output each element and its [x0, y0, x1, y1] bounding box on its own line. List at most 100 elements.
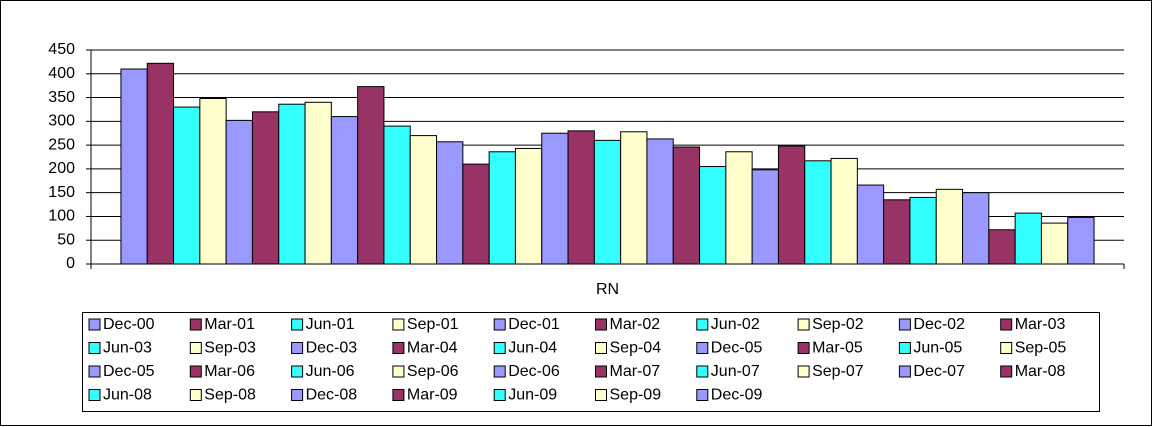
- bar: [883, 199, 911, 265]
- bar: [962, 192, 990, 265]
- bar: [330, 116, 359, 265]
- bar: [751, 169, 779, 265]
- legend-swatch: [696, 389, 709, 401]
- legend-label: Jun-09: [508, 387, 557, 404]
- legend-swatch: [493, 342, 506, 354]
- bar: [593, 139, 622, 265]
- bar: [514, 147, 543, 265]
- bar: [1014, 212, 1042, 265]
- y-tick-label: 450: [48, 41, 75, 58]
- legend-label: Mar-04: [407, 340, 458, 357]
- legend-swatch: [189, 365, 202, 378]
- legend-swatch: [291, 365, 304, 378]
- y-tick-label: 200: [48, 160, 75, 177]
- legend-swatch: [898, 365, 911, 378]
- legend-swatch: [189, 342, 202, 354]
- y-tick-label: 300: [48, 113, 75, 130]
- legend-swatch: [493, 365, 506, 378]
- legend-swatch: [898, 342, 911, 354]
- bar: [199, 98, 227, 265]
- bar: [488, 151, 516, 265]
- legend-label: Jun-08: [103, 387, 152, 404]
- bar: [357, 86, 385, 265]
- bar: [935, 188, 964, 265]
- legend-label: Sep-05: [1015, 340, 1067, 357]
- legend-label: Mar-08: [1015, 363, 1066, 380]
- legend-label: Mar-06: [204, 363, 255, 380]
- bar: [1067, 216, 1095, 265]
- legend-swatch: [291, 342, 304, 354]
- bar: [672, 146, 701, 265]
- legend-swatch: [88, 342, 101, 354]
- legend-label: Sep-07: [812, 363, 864, 380]
- legend-swatch: [493, 318, 506, 331]
- legend-label: Sep-08: [204, 387, 256, 404]
- legend-label: Jun-04: [508, 340, 557, 357]
- legend-swatch: [88, 389, 101, 401]
- bar: [173, 106, 201, 265]
- legend-label: Sep-01: [407, 316, 459, 333]
- bar: [1040, 222, 1069, 265]
- legend-label: Mar-05: [812, 340, 863, 357]
- legend-label: Jun-06: [306, 363, 355, 380]
- legend-swatch: [189, 318, 202, 331]
- legend-swatch: [1000, 318, 1013, 331]
- legend-label: Sep-06: [407, 363, 459, 380]
- bar: [699, 166, 727, 265]
- legend-label: Dec-03: [306, 340, 358, 357]
- legend-swatch: [493, 389, 506, 401]
- bar: [251, 111, 280, 265]
- bar: [409, 135, 438, 265]
- legend-label: Mar-09: [407, 387, 458, 404]
- legend-swatch: [291, 389, 304, 401]
- legend-label: Dec-08: [306, 387, 358, 404]
- y-tick-label: 250: [48, 136, 75, 153]
- legend-label: Sep-03: [204, 340, 256, 357]
- bar: [909, 196, 937, 265]
- legend-swatch: [1000, 342, 1013, 354]
- bar: [225, 119, 253, 265]
- legend-label: Jun-01: [306, 316, 355, 333]
- legend-swatch: [797, 365, 810, 378]
- bar: [804, 160, 832, 265]
- legend-label: Dec-05: [103, 363, 155, 380]
- bar: [988, 229, 1016, 265]
- legend-label: Sep-09: [610, 387, 662, 404]
- legend-swatch: [595, 318, 607, 331]
- legend-swatch: [291, 318, 304, 331]
- legend-swatch: [392, 365, 405, 378]
- legend-swatch: [392, 318, 405, 331]
- y-tick-label: 50: [57, 231, 75, 248]
- legend-label: Mar-03: [1015, 316, 1066, 333]
- bar: [777, 145, 806, 265]
- legend-label: Mar-07: [610, 363, 661, 380]
- bar: [146, 62, 175, 265]
- legend-label: Jun-05: [913, 340, 962, 357]
- legend-label: Dec-00: [103, 316, 155, 333]
- y-tick-label: 350: [48, 89, 75, 106]
- legend-swatch: [696, 318, 709, 331]
- bar: [567, 130, 595, 265]
- legend-label: Mar-01: [204, 316, 255, 333]
- legend-label: Dec-06: [508, 363, 560, 380]
- bar: [856, 184, 885, 265]
- y-tick-label: 100: [48, 208, 75, 225]
- legend-swatch: [797, 342, 810, 354]
- legend-label: Dec-09: [711, 387, 763, 404]
- legend-label: Dec-05: [711, 340, 763, 357]
- bar: [620, 131, 648, 265]
- legend-label: Dec-07: [913, 363, 965, 380]
- legend-swatch: [1000, 365, 1013, 378]
- y-tick-label: 400: [48, 65, 75, 82]
- bar: [462, 163, 490, 265]
- legend-label: Mar-02: [610, 316, 661, 333]
- y-tick-label: 150: [48, 184, 75, 201]
- bar: [541, 132, 569, 265]
- legend-swatch: [595, 365, 607, 378]
- legend-label: Sep-04: [610, 340, 662, 357]
- bar: [830, 157, 858, 265]
- legend-swatch: [595, 342, 607, 354]
- legend-label: Jun-02: [711, 316, 760, 333]
- y-tick-label: 0: [66, 255, 75, 272]
- legend-label: Sep-02: [812, 316, 864, 333]
